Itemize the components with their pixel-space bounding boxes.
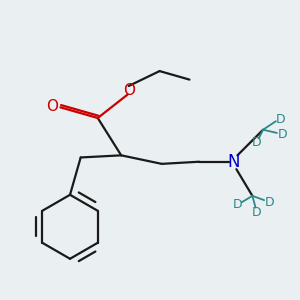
Text: D: D bbox=[232, 198, 242, 211]
Text: O: O bbox=[123, 83, 135, 98]
Text: D: D bbox=[265, 196, 274, 209]
Text: D: D bbox=[252, 206, 262, 219]
Text: D: D bbox=[278, 128, 287, 140]
Text: N: N bbox=[227, 153, 239, 171]
Text: D: D bbox=[275, 112, 285, 126]
Text: D: D bbox=[252, 136, 262, 149]
Text: O: O bbox=[46, 99, 58, 114]
